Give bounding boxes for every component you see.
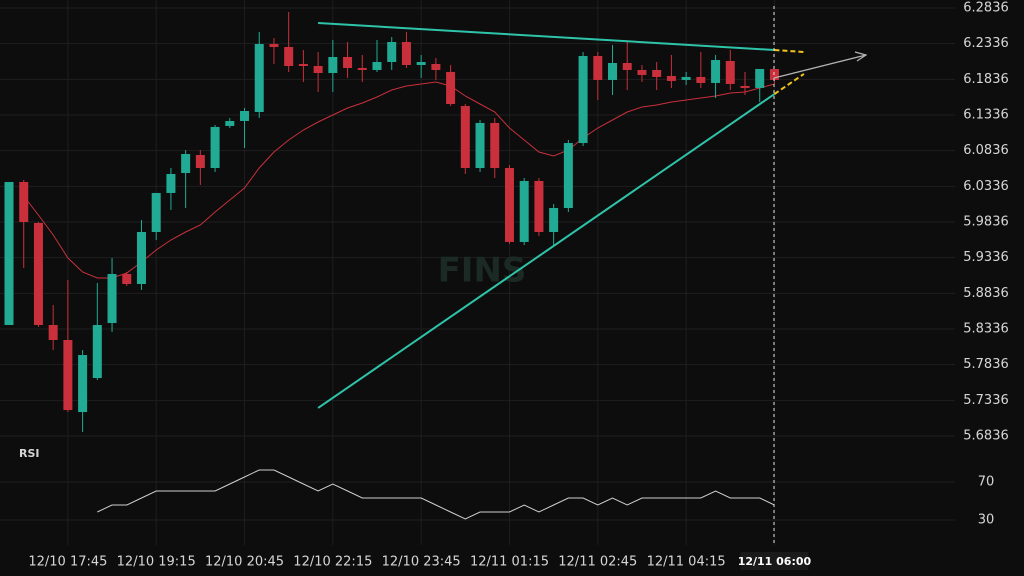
candle-body — [357, 67, 367, 70]
candle-body — [107, 274, 117, 324]
y-tick-label: 6.2836 — [963, 0, 1009, 15]
trendline — [318, 21, 775, 52]
candle-body — [284, 47, 294, 66]
candle-body — [33, 222, 43, 326]
candle-body — [608, 62, 618, 80]
candle-body — [475, 122, 485, 168]
y-tick-label: 70 — [978, 475, 995, 490]
candle-body — [593, 55, 603, 80]
candle-body — [534, 180, 544, 232]
trendline-extension — [773, 73, 805, 95]
candle-body — [48, 325, 58, 340]
candle-body — [122, 274, 132, 284]
y-tick-label: 5.8336 — [963, 322, 1009, 337]
candle-body — [343, 56, 353, 68]
candle-body — [78, 355, 88, 413]
candle-body — [549, 208, 559, 232]
candle-body — [666, 75, 676, 81]
candle-body — [431, 63, 441, 70]
candle-body — [504, 167, 514, 242]
candle-body — [92, 325, 102, 379]
candle-body — [696, 76, 706, 83]
y-tick-label: 5.7336 — [963, 393, 1009, 408]
candle-body — [755, 68, 765, 88]
y-tick-label: 6.1336 — [963, 107, 1009, 122]
candle-body — [711, 59, 721, 83]
y-tick-label: 6.0836 — [963, 143, 1009, 158]
candle-body — [681, 76, 691, 80]
x-tick-label: 12/10 20:45 — [205, 555, 284, 570]
candle-body — [372, 61, 382, 70]
plot-area — [4, 11, 805, 520]
candle-body — [652, 69, 662, 77]
trendline-extension — [774, 49, 804, 54]
rsi-title: RSI — [19, 447, 40, 460]
candle-body — [166, 173, 176, 193]
arrow-head — [854, 51, 868, 62]
y-tick-label: 5.8836 — [963, 286, 1009, 301]
candle-body — [225, 120, 235, 126]
y-tick-label: 5.7836 — [963, 357, 1009, 372]
candle-body — [637, 69, 647, 75]
candle-body — [401, 42, 411, 65]
candle-body — [210, 126, 220, 168]
candle-body — [622, 62, 632, 70]
y-tick-label: 6.1836 — [963, 72, 1009, 87]
candle-body — [490, 122, 500, 168]
y-tick-label: 5.9336 — [963, 250, 1009, 265]
candle-body — [4, 181, 14, 326]
candle-body — [519, 180, 529, 242]
candle-body — [328, 56, 338, 73]
candle-body — [63, 339, 73, 411]
candle-body — [387, 42, 397, 62]
y-tick-label: 6.2336 — [963, 36, 1009, 51]
candle-body — [269, 44, 279, 48]
x-tick-label: 12/10 17:45 — [28, 555, 107, 570]
x-tick-label: 12/11 06:00 — [738, 555, 812, 568]
moving-average — [23, 81, 775, 279]
y-tick-label: 5.9836 — [963, 215, 1009, 230]
x-tick-label: 12/10 22:15 — [293, 555, 372, 570]
candle-body — [181, 154, 191, 173]
candle-body — [195, 155, 205, 168]
x-tick-label: 12/11 01:15 — [470, 555, 549, 570]
candle-body — [254, 44, 264, 112]
candle-body — [151, 192, 161, 232]
trendline — [317, 93, 776, 409]
rsi-line — [97, 469, 775, 520]
y-tick-label: 5.6836 — [963, 429, 1009, 444]
candle-body — [563, 143, 573, 209]
watermark: FINS — [438, 251, 527, 291]
candle-body — [416, 61, 426, 65]
x-tick-label: 12/10 19:15 — [117, 555, 196, 570]
candle-body — [578, 55, 588, 144]
candle-body — [240, 111, 250, 121]
x-tick-label: 12/10 23:45 — [382, 555, 461, 570]
candle-body — [19, 181, 29, 223]
projection-arrow — [773, 54, 867, 79]
candle-body — [313, 65, 323, 73]
candle-body — [446, 71, 456, 105]
x-tick-label: 12/11 04:15 — [647, 555, 726, 570]
candle-body — [725, 60, 735, 84]
candle-body — [740, 85, 750, 88]
x-label-box — [740, 552, 809, 570]
candle-body — [298, 63, 308, 66]
x-tick-label: 12/11 02:45 — [558, 555, 637, 570]
candle-body — [136, 231, 146, 284]
candle-body — [460, 106, 470, 168]
y-tick-label: 6.0336 — [963, 179, 1009, 194]
y-tick-label: 30 — [978, 513, 995, 528]
